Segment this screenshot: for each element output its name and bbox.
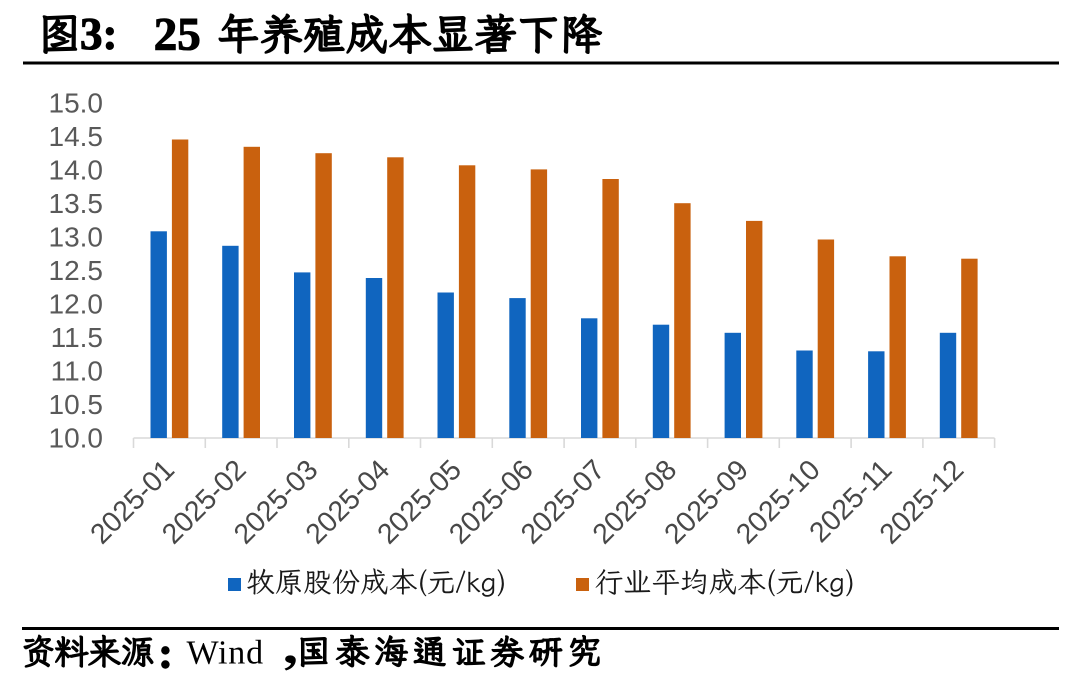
svg-text:12.5: 12.5 — [49, 255, 104, 286]
svg-text:Wind: Wind — [187, 635, 264, 672]
svg-text:10.0: 10.0 — [49, 422, 104, 453]
svg-text:11.0: 11.0 — [51, 355, 103, 386]
svg-text:14.0: 14.0 — [49, 155, 104, 186]
svg-text:13.0: 13.0 — [49, 222, 104, 253]
svg-text:11.5: 11.5 — [51, 322, 103, 353]
svg-text:15.0: 15.0 — [49, 88, 104, 119]
svg-text:10.5: 10.5 — [49, 389, 104, 420]
svg-text:13.5: 13.5 — [49, 188, 104, 219]
svg-text:14.5: 14.5 — [49, 121, 104, 152]
svg-text:3:: 3: — [80, 9, 118, 59]
svg-text:12.0: 12.0 — [49, 289, 104, 320]
svg-text:25: 25 — [154, 9, 201, 61]
